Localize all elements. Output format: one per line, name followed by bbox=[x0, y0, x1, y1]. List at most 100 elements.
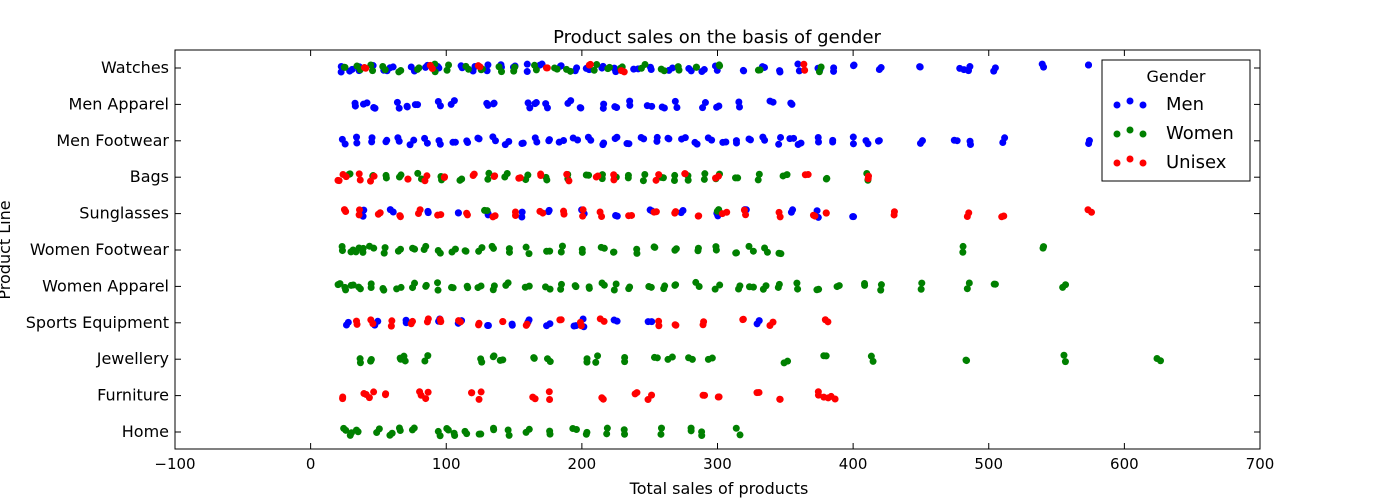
legend-marker-men bbox=[1113, 101, 1121, 109]
data-point-women bbox=[749, 283, 757, 291]
data-point-women bbox=[732, 424, 740, 432]
legend-label-women: Women bbox=[1166, 123, 1234, 144]
data-point-women bbox=[583, 428, 591, 436]
data-point-unisex bbox=[522, 321, 530, 329]
data-point-unisex bbox=[695, 212, 703, 220]
data-point-women bbox=[688, 355, 696, 363]
data-point-women bbox=[490, 282, 498, 290]
y-tick-label: Jewellery bbox=[96, 349, 169, 368]
data-point-women bbox=[716, 281, 724, 289]
data-point-women bbox=[963, 285, 971, 293]
data-point-men bbox=[368, 134, 376, 142]
data-point-men bbox=[382, 138, 390, 146]
data-point-unisex bbox=[563, 170, 571, 178]
data-point-unisex bbox=[381, 391, 389, 399]
data-point-women bbox=[448, 248, 456, 256]
data-point-men bbox=[344, 318, 352, 326]
data-point-men bbox=[612, 212, 620, 220]
data-point-men bbox=[829, 138, 837, 146]
data-point-men bbox=[775, 140, 783, 148]
data-point-women bbox=[585, 283, 593, 291]
data-point-women bbox=[369, 67, 377, 75]
data-point-women bbox=[594, 352, 602, 360]
data-point-women bbox=[1062, 281, 1070, 289]
data-point-unisex bbox=[387, 322, 395, 330]
x-axis: −100 0 100 200 300 400 500 600 700 bbox=[154, 50, 1274, 473]
data-point-women bbox=[477, 430, 485, 438]
data-point-men bbox=[574, 136, 582, 144]
data-point-women bbox=[820, 352, 828, 360]
data-point-men bbox=[484, 61, 492, 69]
data-point-men bbox=[739, 66, 747, 74]
data-point-men bbox=[613, 133, 621, 141]
y-tick-label: Women Footwear bbox=[30, 240, 170, 259]
data-point-women bbox=[657, 424, 665, 432]
data-point-unisex bbox=[824, 318, 832, 326]
y-tick-label: Sports Equipment bbox=[26, 313, 169, 332]
data-point-men bbox=[421, 134, 429, 142]
data-point-unisex bbox=[610, 171, 618, 179]
data-point-women bbox=[558, 242, 566, 250]
data-point-women bbox=[481, 206, 489, 214]
data-point-men bbox=[787, 208, 795, 216]
data-point-women bbox=[657, 430, 665, 438]
data-point-men bbox=[406, 141, 414, 149]
data-point-women bbox=[593, 61, 601, 69]
data-point-women bbox=[510, 67, 518, 75]
data-point-women bbox=[578, 245, 586, 253]
data-point-men bbox=[966, 63, 974, 71]
legend-title: Gender bbox=[1147, 67, 1206, 86]
data-point-women bbox=[612, 280, 620, 288]
y-axis-label: Product Line bbox=[0, 200, 14, 299]
data-point-women bbox=[396, 245, 404, 253]
data-point-unisex bbox=[342, 208, 350, 216]
data-point-men bbox=[722, 138, 730, 146]
data-point-men bbox=[660, 104, 668, 112]
data-point-women bbox=[610, 248, 618, 256]
legend-marker-men bbox=[1126, 97, 1134, 105]
data-point-unisex bbox=[356, 206, 364, 214]
data-point-women bbox=[422, 282, 430, 290]
data-point-men bbox=[518, 139, 526, 147]
data-point-women bbox=[694, 247, 702, 255]
data-point-women bbox=[869, 357, 877, 365]
data-point-women bbox=[445, 61, 453, 69]
data-point-unisex bbox=[545, 388, 553, 396]
data-point-unisex bbox=[422, 395, 430, 403]
data-point-women bbox=[775, 249, 783, 257]
data-point-unisex bbox=[512, 212, 520, 220]
data-point-men bbox=[363, 99, 371, 107]
data-point-women bbox=[641, 171, 649, 179]
data-point-unisex bbox=[672, 208, 680, 216]
data-point-women bbox=[712, 246, 720, 254]
data-point-unisex bbox=[416, 206, 424, 214]
data-point-women bbox=[444, 426, 452, 434]
data-point-women bbox=[704, 355, 712, 363]
data-point-women bbox=[421, 357, 429, 365]
data-point-men bbox=[777, 133, 785, 141]
data-point-unisex bbox=[463, 209, 471, 217]
data-point-women bbox=[641, 60, 649, 68]
data-point-unisex bbox=[742, 211, 750, 219]
legend: Gender Men Women Unisex bbox=[1101, 59, 1251, 182]
data-point-men bbox=[795, 67, 803, 75]
data-point-unisex bbox=[470, 170, 478, 178]
data-point-men bbox=[389, 63, 397, 71]
data-point-women bbox=[962, 356, 970, 364]
data-point-women bbox=[990, 280, 998, 288]
data-point-men bbox=[543, 322, 551, 330]
data-point-men bbox=[424, 209, 432, 217]
data-point-men bbox=[508, 320, 516, 328]
data-point-unisex bbox=[579, 206, 587, 214]
data-point-women bbox=[546, 285, 554, 293]
data-point-men bbox=[701, 99, 709, 107]
data-point-women bbox=[380, 286, 388, 294]
data-point-women bbox=[650, 353, 658, 361]
data-point-unisex bbox=[864, 172, 872, 180]
data-point-unisex bbox=[1000, 212, 1008, 220]
data-point-women bbox=[525, 250, 533, 258]
data-point-men bbox=[990, 67, 998, 75]
data-point-men bbox=[643, 102, 651, 110]
data-point-women bbox=[434, 246, 442, 254]
data-point-women bbox=[754, 66, 762, 74]
